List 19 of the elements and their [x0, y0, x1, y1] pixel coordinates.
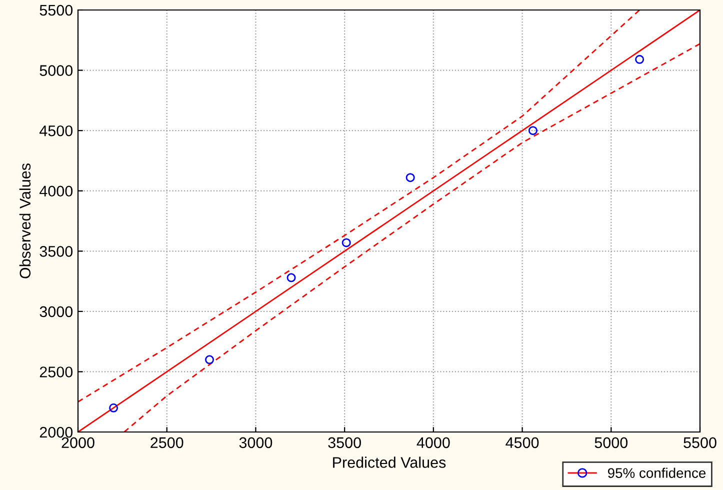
- y-tick-label: 4500: [40, 125, 73, 136]
- y-tick-label: 4000: [40, 186, 73, 197]
- y-axis-title: Observed Values: [19, 164, 31, 278]
- y-tick-label: 2000: [40, 426, 73, 438]
- x-tick-label: 2000: [62, 437, 94, 448]
- y-tick-label: 5000: [40, 65, 73, 76]
- x-tick-label: 2500: [150, 437, 184, 448]
- legend-label: 95% confidence: [608, 468, 706, 478]
- y-tick-label: 5500: [40, 4, 73, 16]
- x-axis-title: Predicted Values: [333, 456, 446, 468]
- x-tick-label: 4500: [506, 437, 539, 448]
- x-tick-label: 3000: [239, 437, 272, 448]
- x-tick-label: 3500: [328, 437, 361, 448]
- y-tick-label: 2500: [40, 366, 73, 378]
- x-tick-label: 4000: [416, 437, 450, 448]
- y-tick-label: 3500: [40, 246, 73, 257]
- x-tick-label: 5000: [594, 437, 628, 448]
- x-tick-label: 5500: [684, 437, 716, 448]
- y-tick-label: 3000: [40, 306, 73, 318]
